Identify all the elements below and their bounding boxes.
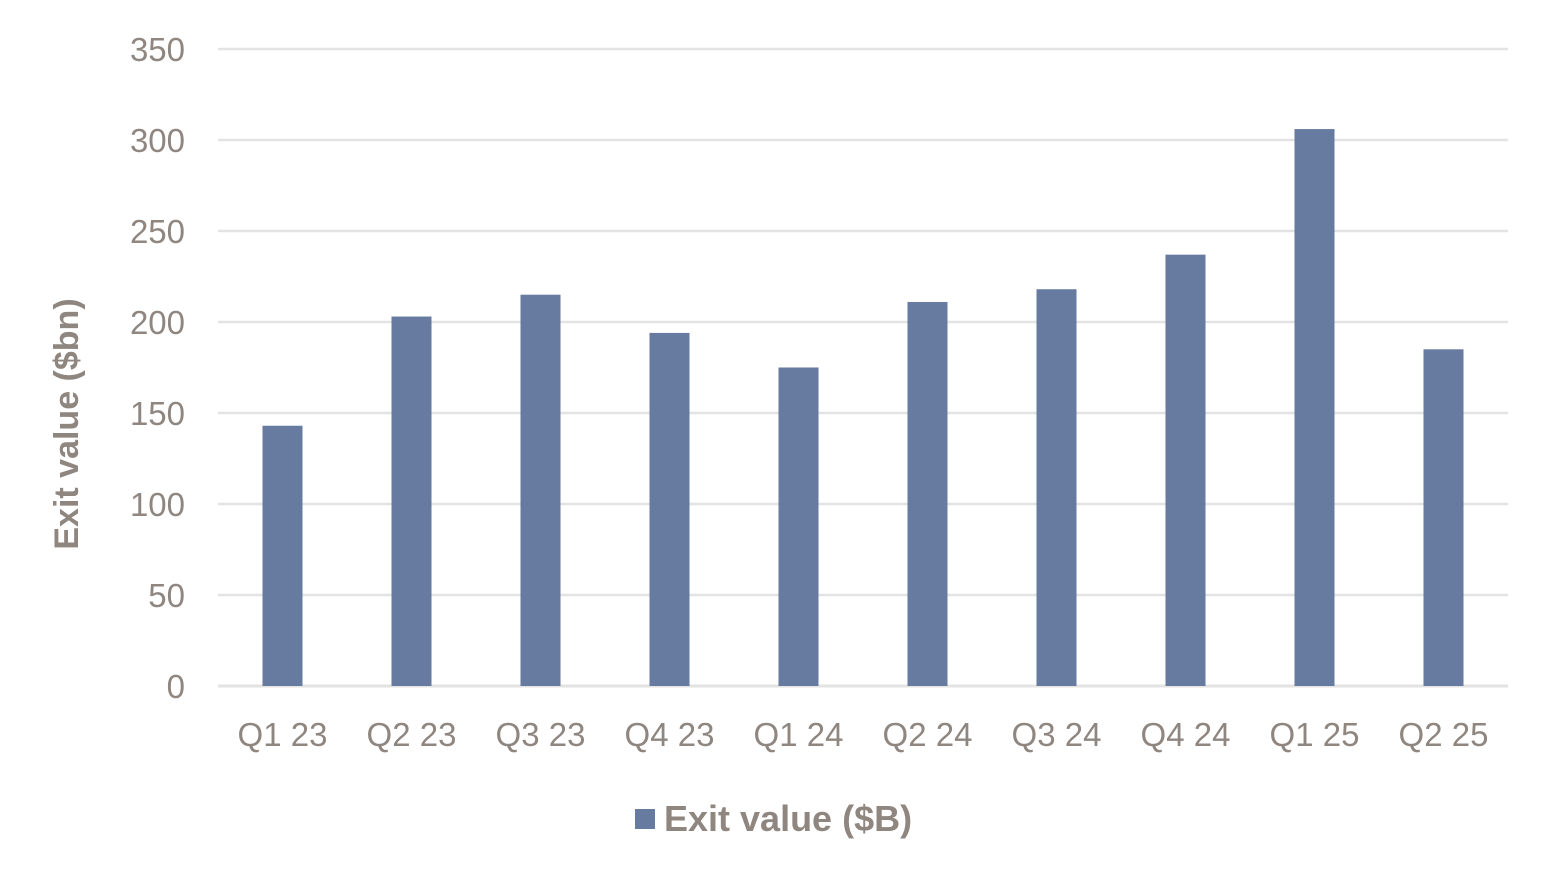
y-tick-label: 0 xyxy=(167,668,185,705)
bar-q2-23 xyxy=(391,316,432,686)
bar-q1-25 xyxy=(1294,129,1335,686)
bar-q1-23 xyxy=(262,425,303,686)
x-tick-label: Q4 24 xyxy=(1141,716,1231,753)
bar-q4-23 xyxy=(649,332,690,686)
legend-swatch xyxy=(635,809,655,829)
y-tick-label: 150 xyxy=(130,395,185,432)
y-tick-label: 350 xyxy=(130,31,185,68)
bar-q1-24 xyxy=(778,367,819,686)
bar-q4-24 xyxy=(1165,254,1206,686)
y-tick-label: 250 xyxy=(130,213,185,250)
bar-q2-24 xyxy=(907,301,948,686)
bar-q2-25 xyxy=(1423,349,1464,686)
x-tick-label: Q1 23 xyxy=(238,716,328,753)
x-tick-label: Q4 23 xyxy=(625,716,715,753)
x-tick-label: Q1 24 xyxy=(754,716,844,753)
gridlines xyxy=(218,47,1508,688)
x-tick-label: Q2 25 xyxy=(1399,716,1489,753)
x-tick-label: Q2 24 xyxy=(883,716,973,753)
y-tick-label: 100 xyxy=(130,486,185,523)
y-axis-tick-labels: 0 50 100 150 200 250 300 350 xyxy=(130,31,185,705)
x-tick-label: Q3 23 xyxy=(496,716,586,753)
x-tick-label: Q3 24 xyxy=(1012,716,1102,753)
y-axis-title: Exit value ($bn) xyxy=(48,298,86,549)
y-tick-label: 300 xyxy=(130,122,185,159)
y-tick-label: 50 xyxy=(148,577,185,614)
x-tick-label: Q1 25 xyxy=(1270,716,1360,753)
bar-q3-24 xyxy=(1036,289,1077,686)
y-tick-label: 200 xyxy=(130,304,185,341)
x-axis-tick-labels: Q1 23 Q2 23 Q3 23 Q4 23 Q1 24 Q2 24 Q3 24 Q4 24… xyxy=(238,716,1489,753)
x-tick-label: Q2 23 xyxy=(367,716,457,753)
bars xyxy=(262,129,1464,686)
bar-q3-23 xyxy=(520,294,561,686)
legend: Exit value ($B) xyxy=(635,798,912,839)
legend-label: Exit value ($B) xyxy=(664,798,912,839)
